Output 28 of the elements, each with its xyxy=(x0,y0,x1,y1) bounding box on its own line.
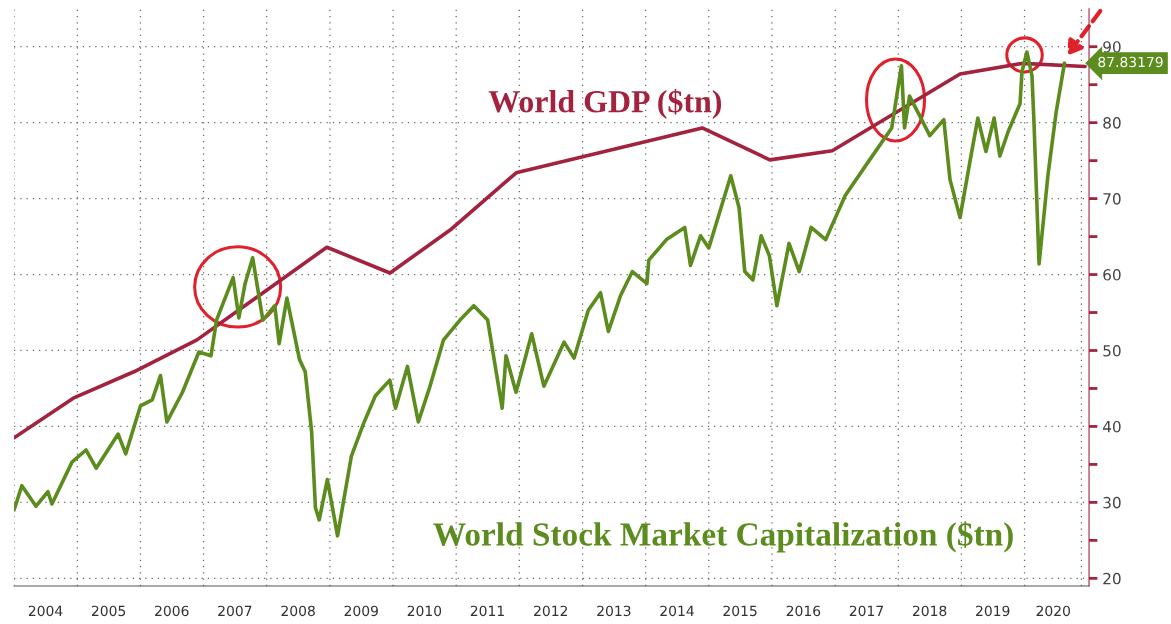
series-label: World GDP ($tn) xyxy=(488,89,722,119)
y-tick-label: 50 xyxy=(1103,344,1121,357)
x-tick-label: 2013 xyxy=(597,605,631,617)
y-tick-label: 20 xyxy=(1103,572,1121,585)
x-tick-label: 2017 xyxy=(849,605,883,617)
x-tick-label: 2019 xyxy=(976,605,1010,617)
text: 87.83179 xyxy=(1098,56,1163,68)
x-tick-label: 2004 xyxy=(28,605,63,617)
x-tick-label: 2006 xyxy=(155,605,189,617)
x-tick-label: 2014 xyxy=(660,605,694,617)
x-tick-label: 2012 xyxy=(534,605,568,617)
x-tick-label: 2010 xyxy=(407,605,442,617)
x-tick-label: 2009 xyxy=(344,605,378,617)
x-tick-label: 2011 xyxy=(470,605,504,617)
y-tick-label: 40 xyxy=(1102,420,1121,433)
y-tick-label: 70 xyxy=(1103,193,1121,205)
y-tick-label: 90 xyxy=(1103,41,1121,53)
x-tick-label: 2008 xyxy=(281,605,315,617)
x-tick-label: 2005 xyxy=(91,605,126,617)
x-tick-label: 2015 xyxy=(723,605,757,617)
text: World Stock Market Capitalization ($tn) xyxy=(433,521,1013,553)
x-tick-label: 2018 xyxy=(912,605,947,617)
x-tick-label: 2016 xyxy=(786,605,821,617)
x-tick-label: 2020 xyxy=(1036,605,1070,617)
y-tick-label: 80 xyxy=(1103,117,1121,129)
y-tick-label: 60 xyxy=(1103,269,1121,281)
y-tick-label: 30 xyxy=(1103,496,1121,509)
x-tick-label: 2007 xyxy=(218,605,252,617)
